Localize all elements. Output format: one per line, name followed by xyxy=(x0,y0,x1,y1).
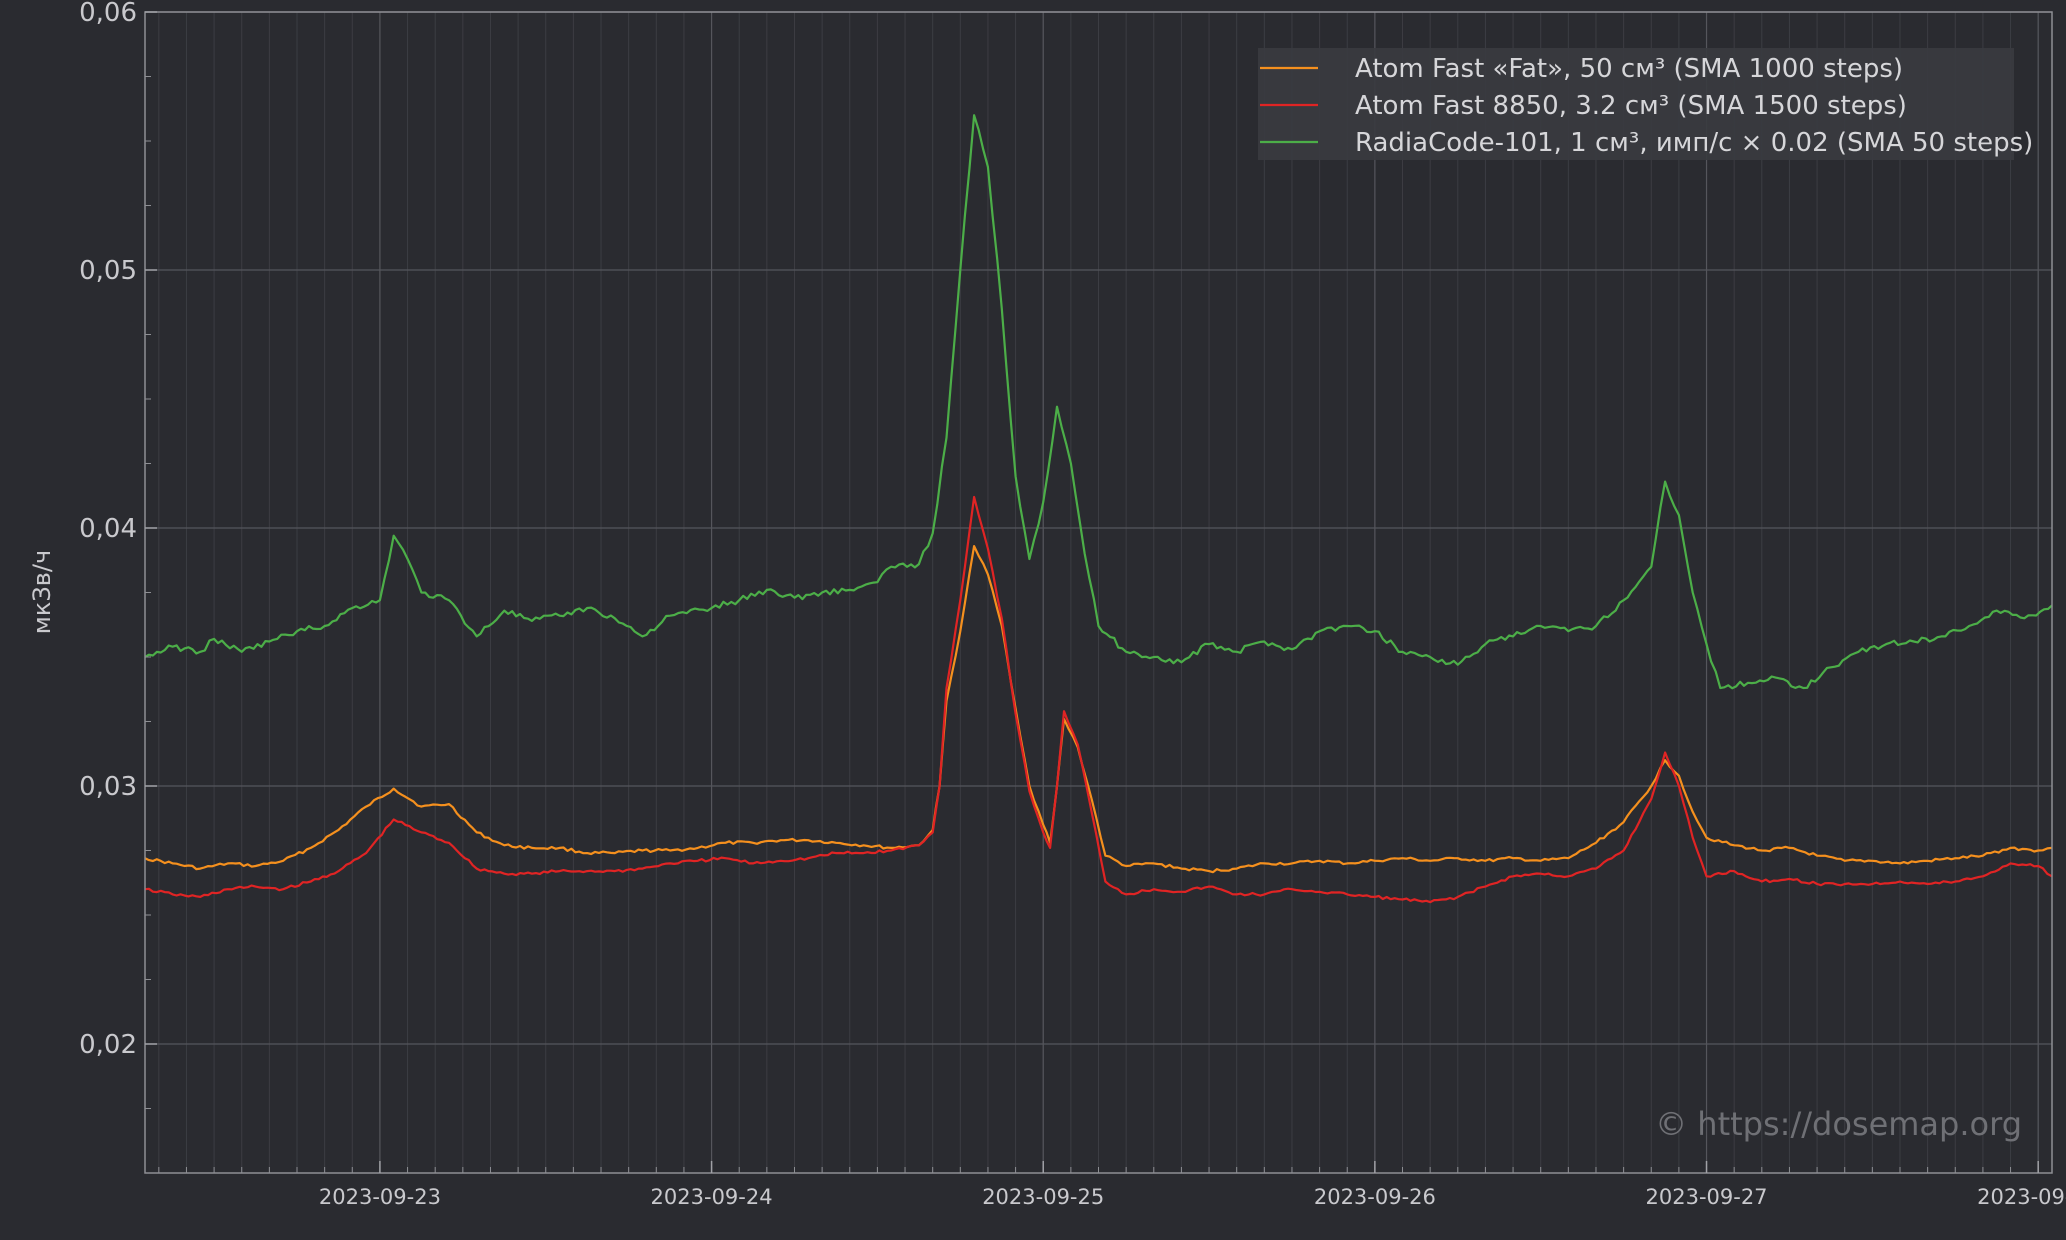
y-tick-label: 0,02 xyxy=(79,1030,137,1060)
series-lines xyxy=(144,114,2053,904)
y-tick-label: 0,03 xyxy=(79,772,137,802)
legend-entry: Atom Fast «Fat», 50 см³ (SMA 1000 steps) xyxy=(1355,54,1903,84)
axis-ticks xyxy=(145,11,2039,1174)
x-tick-label: 2023-09-27 xyxy=(1646,1185,1768,1209)
x-tick-labels: 2023-09-23 2023-09-24 2023-09-25 2023-09-26… xyxy=(319,1185,2066,1209)
y-tick-label: 0,04 xyxy=(79,514,137,544)
watermark: © https://dosemap.org xyxy=(1655,1105,2022,1143)
x-tick-label: 2023-09-24 xyxy=(651,1185,773,1209)
y-axis-label: мкЗв/ч xyxy=(28,550,56,634)
legend: Atom Fast «Fat», 50 см³ (SMA 1000 steps)… xyxy=(1258,48,2033,160)
x-tick-label: 2023-09-26 xyxy=(1314,1185,1436,1209)
series-line-1 xyxy=(144,545,2053,874)
legend-background xyxy=(1258,48,2014,160)
legend-entry: RadiaCode-101, 1 см³, имп/с × 0.02 (SMA … xyxy=(1355,128,2033,158)
y-tick-label: 0,05 xyxy=(79,256,137,286)
x-tick-label: 2023-09-28 xyxy=(1977,1185,2066,1209)
series-line-2 xyxy=(144,495,2053,904)
x-tick-label: 2023-09-23 xyxy=(319,1185,441,1209)
x-tick-label: 2023-09-25 xyxy=(982,1185,1104,1209)
series-line-3 xyxy=(144,114,2053,690)
y-tick-label: 0,06 xyxy=(79,0,137,28)
y-tick-labels: 0,02 0,03 0,04 0,05 0,06 xyxy=(79,0,137,1060)
legend-entry: Atom Fast 8850, 3.2 см³ (SMA 1500 steps) xyxy=(1355,91,1907,121)
